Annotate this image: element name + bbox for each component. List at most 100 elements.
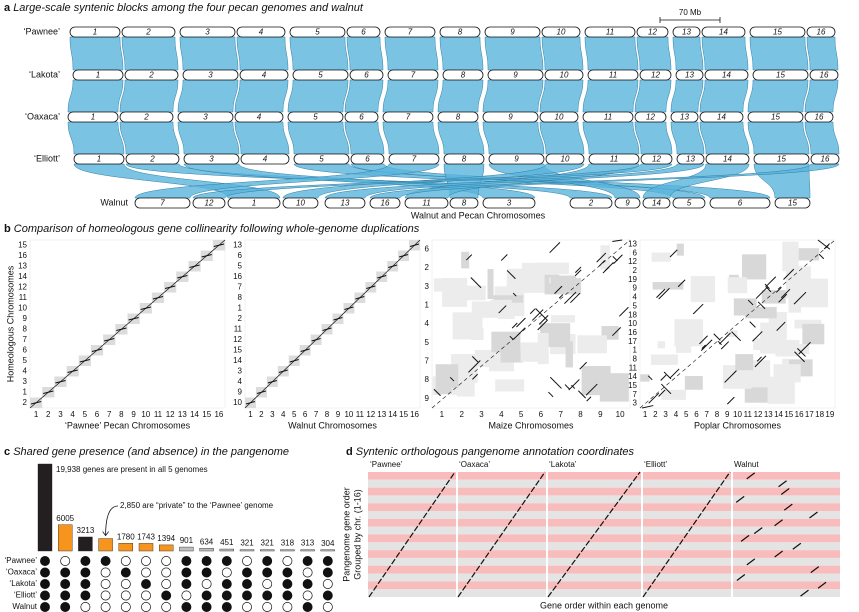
chromosome-label: 15 (777, 155, 786, 164)
synteny-ribbon (344, 121, 385, 155)
chromosome (240, 153, 290, 165)
membership-dot (100, 590, 111, 601)
x-tick-label: 16 (795, 410, 804, 419)
x-tick-label: 19 (825, 410, 834, 419)
chromosome (747, 111, 804, 123)
chromosome (582, 111, 634, 123)
chromosome (177, 111, 234, 123)
genome-label: ‘Lakota’ (29, 69, 60, 79)
collinear-segment (817, 239, 831, 250)
collinear-segment (612, 327, 622, 337)
collinear-segment (749, 321, 756, 328)
data-label: 304 (321, 539, 335, 548)
chromosome-stripe (368, 479, 840, 488)
chromosome-label: 13 (685, 71, 694, 80)
x-tick-label: 7 (558, 410, 563, 419)
chromosome-label: 1 (93, 28, 97, 37)
synteny-ribbon (806, 36, 839, 71)
chromosome-label: 12 (205, 199, 214, 208)
synteny-ribbon (804, 121, 840, 155)
chromosome-label: 1 (97, 155, 101, 164)
synteny-ribbon (634, 79, 672, 113)
chromosome-label: 13 (682, 28, 691, 37)
membership-dot (161, 602, 172, 612)
membership-dot (302, 590, 313, 601)
chromosome (774, 197, 811, 209)
chromosome (182, 69, 239, 81)
y-tick-label: 2 (23, 398, 28, 407)
y-tick-label: 2 (425, 263, 430, 272)
membership-dot (60, 579, 71, 589)
synteny-ribbon (287, 121, 350, 155)
x-tick-label: 10 (344, 410, 353, 419)
chromosome-stripe (368, 542, 840, 551)
synteny-ribbon (234, 121, 290, 155)
y-tick-label: 3 (633, 399, 638, 408)
dot-plot (29, 239, 226, 409)
synteny-ribbon (439, 36, 484, 71)
diagonal (29, 239, 226, 409)
chromosome (121, 26, 176, 38)
collinear-segment (568, 379, 580, 391)
chromosome-label: 8 (456, 113, 461, 122)
x-tick-label: 15 (784, 410, 793, 419)
x-tick-label: 8 (325, 410, 330, 419)
chromosome-stripe (368, 518, 840, 527)
membership-dot (80, 567, 91, 578)
synteny-ribbon (69, 36, 124, 71)
collinear-block (433, 278, 460, 292)
panel-title: Syntenic orthologous pangenome annotatio… (356, 446, 635, 458)
y-tick-label: 8 (425, 375, 430, 384)
synteny-ribbon (289, 36, 349, 71)
chromosome (236, 26, 286, 38)
x-tick-label: 2 (259, 410, 264, 419)
membership-dot (120, 567, 131, 578)
chromosome-stripe (368, 581, 840, 590)
collinear-segment (775, 286, 782, 293)
x-tick-label: 7 (704, 410, 709, 419)
genome-label: Walnut (100, 197, 128, 207)
chromosome (384, 26, 436, 38)
chromosome-label: 9 (510, 28, 515, 37)
membership-dot (322, 567, 333, 578)
x-tick-label: 12 (754, 410, 763, 419)
membership-dot (100, 567, 111, 578)
chromosome-label: 7 (406, 113, 411, 122)
chromosome-label: 3 (203, 113, 208, 122)
membership-dot (100, 579, 111, 589)
collinear-segment (669, 368, 680, 379)
chromosome-label: 8 (458, 28, 463, 37)
synteny-ribbon (134, 163, 440, 199)
synteny-ribbon (121, 36, 179, 71)
chromosome (634, 111, 667, 123)
chromosome (437, 111, 479, 123)
collinear-segment (578, 390, 587, 399)
y-tick-label: 6 (425, 244, 430, 253)
x-tick-label: 18 (815, 410, 824, 419)
y-tick-label: 16 (18, 251, 27, 260)
collinear-segment (783, 268, 795, 280)
chromosome (672, 26, 701, 38)
chromosome-label: 3 (209, 155, 214, 164)
y-tick-label: 9 (633, 284, 638, 293)
bar (98, 538, 113, 552)
collinear-segment (570, 292, 581, 304)
synteny-ribbon (179, 36, 239, 71)
chromosome (482, 197, 536, 209)
set-label: ‘Elliott’ (14, 591, 37, 600)
membership-dot (302, 602, 313, 612)
chromosome-label: 14 (717, 113, 726, 122)
x-tick-label: 12 (166, 410, 175, 419)
data-label: 313 (301, 539, 315, 548)
collinear-segment (613, 254, 623, 265)
collinear-block (792, 248, 820, 261)
collinear-segment (719, 332, 731, 345)
genome-label: ‘Pawnee’ (23, 26, 60, 36)
collinear-block (471, 301, 501, 318)
y-tick-label: 15 (233, 345, 242, 354)
chromosome (282, 197, 319, 209)
chromosome-label: 5 (318, 71, 323, 80)
y-tick-label: 14 (233, 356, 242, 365)
collinear-block (782, 358, 789, 370)
